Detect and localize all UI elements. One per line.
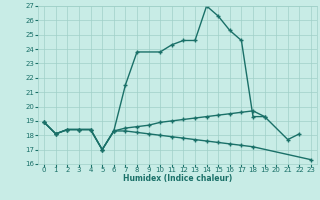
X-axis label: Humidex (Indice chaleur): Humidex (Indice chaleur) [123, 174, 232, 183]
